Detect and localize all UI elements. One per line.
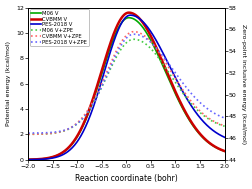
PES-2018 V+ZPE (132, 33, 135, 35)
M06 V+ZPE (223, 125, 226, 127)
M06 V+ZPE (183, 95, 186, 97)
PES-2018 V+ZPE (223, 117, 226, 119)
CVBMM V+ZPE (183, 92, 186, 94)
M06 V (223, 150, 226, 152)
M06 V+ZPE (113, 59, 116, 61)
M06 V (162, 65, 165, 68)
PES-2018 V+ZPE (106, 72, 109, 74)
CVBMM V+ZPE (180, 87, 183, 89)
Line: CVBMM V: CVBMM V (28, 13, 225, 160)
PES-2018 V (180, 88, 183, 90)
M06 V+ZPE (132, 38, 135, 40)
CVBMM V (127, 12, 130, 14)
Line: M06 V: M06 V (28, 18, 225, 160)
M06 V+ZPE (106, 74, 109, 76)
CVBMM V+ZPE (47, 132, 50, 135)
Line: M06 V+ZPE: M06 V+ZPE (28, 39, 225, 134)
CVBMM V+ZPE (132, 30, 135, 33)
M06 V (106, 54, 109, 57)
PES-2018 V+ZPE (113, 56, 116, 59)
Y-axis label: Zero-point inclusive energy (kcal/mol): Zero-point inclusive energy (kcal/mol) (241, 24, 246, 144)
M06 V+ZPE (47, 133, 50, 135)
PES-2018 V+ZPE (162, 55, 165, 57)
Line: PES-2018 V: PES-2018 V (28, 15, 225, 160)
M06 V (27, 158, 30, 161)
CVBMM V (27, 158, 30, 161)
PES-2018 V (47, 158, 50, 160)
CVBMM V (183, 110, 186, 112)
M06 V+ZPE (27, 133, 30, 136)
PES-2018 V (183, 94, 186, 97)
CVBMM V+ZPE (162, 58, 165, 60)
PES-2018 V (223, 136, 226, 138)
PES-2018 V+ZPE (183, 85, 186, 87)
M06 V (47, 157, 50, 159)
CVBMM V+ZPE (223, 125, 226, 127)
M06 V+ZPE (162, 63, 165, 65)
PES-2018 V (106, 60, 109, 62)
PES-2018 V (162, 52, 165, 55)
CVBMM V (162, 62, 165, 64)
M06 V+ZPE (180, 90, 183, 92)
CVBMM V+ZPE (27, 133, 30, 136)
CVBMM V (223, 150, 226, 152)
PES-2018 V+ZPE (47, 132, 50, 134)
Y-axis label: Potential energy (kcal/mol): Potential energy (kcal/mol) (6, 41, 11, 126)
Legend: M06 V, CVBMM V, PES-2018 V, M06 V+ZPE, CVBMM V+ZPE, PES-2018 V+ZPE: M06 V, CVBMM V, PES-2018 V, M06 V+ZPE, C… (30, 9, 89, 46)
CVBMM V (47, 157, 50, 159)
PES-2018 V+ZPE (27, 132, 30, 134)
CVBMM V (180, 103, 183, 106)
X-axis label: Reaction coordinate (bohr): Reaction coordinate (bohr) (75, 174, 178, 184)
CVBMM V+ZPE (113, 53, 116, 55)
PES-2018 V (113, 38, 116, 40)
Line: PES-2018 V+ZPE: PES-2018 V+ZPE (28, 34, 225, 133)
CVBMM V+ZPE (106, 69, 109, 71)
PES-2018 V+ZPE (180, 80, 183, 82)
CVBMM V (113, 30, 116, 33)
PES-2018 V (129, 14, 132, 16)
M06 V (183, 112, 186, 114)
M06 V (127, 17, 130, 19)
M06 V (113, 35, 116, 37)
PES-2018 V (27, 159, 30, 161)
Line: CVBMM V+ZPE: CVBMM V+ZPE (28, 32, 225, 134)
CVBMM V (106, 51, 109, 53)
M06 V (180, 105, 183, 107)
